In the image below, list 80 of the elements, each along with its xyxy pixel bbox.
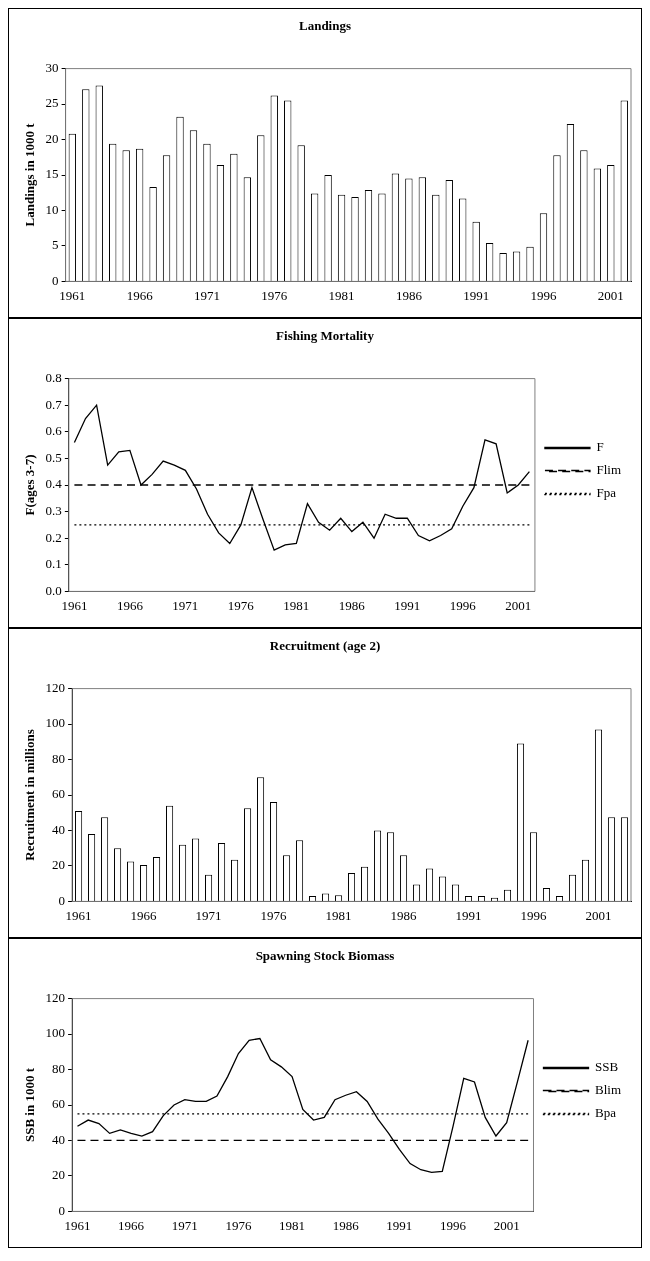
y-tick-label: 120 — [45, 990, 66, 1006]
y-tick-label: 0.8 — [45, 370, 62, 386]
x-tick-label: 1996 — [530, 287, 557, 303]
legend-label: Flim — [596, 462, 622, 478]
y-axis-title: Landings in 1000 t — [22, 122, 38, 227]
x-tick-label: 1971 — [171, 1217, 198, 1233]
y-tick-label: 0 — [52, 272, 59, 288]
x-tick-label: 1971 — [193, 287, 220, 303]
x-tick-label: 1981 — [283, 597, 310, 613]
y-tick-label: 120 — [45, 680, 66, 696]
x-tick-label: 1966 — [116, 597, 144, 613]
x-tick-label: 1981 — [325, 907, 352, 923]
x-tick-label: 2001 — [493, 1217, 520, 1233]
chart-title: Landings — [298, 18, 352, 34]
legend-label: Fpa — [596, 485, 617, 501]
x-tick-label: 2001 — [585, 907, 612, 923]
chart-title: Recruitment (age 2) — [269, 638, 381, 654]
y-tick-label: 80 — [52, 1060, 66, 1076]
x-tick-label: 2001 — [597, 287, 624, 303]
y-tick-label: 25 — [45, 95, 59, 111]
x-tick-label: 1966 — [118, 1217, 145, 1233]
x-tick-label: 1991 — [455, 907, 482, 923]
legend-label: SSB — [594, 1059, 619, 1075]
x-tick-label: 1991 — [394, 597, 421, 613]
x-tick-label: 1996 — [449, 597, 477, 613]
y-tick-label: 0.3 — [45, 503, 62, 519]
chart-title: Spawning Stock Biomass — [255, 948, 395, 964]
y-tick-label: 60 — [52, 786, 66, 802]
y-tick-label: 30 — [45, 60, 59, 76]
x-tick-label: 1996 — [440, 1217, 467, 1233]
y-tick-label: 5 — [52, 237, 59, 253]
x-tick-label: 1971 — [172, 597, 199, 613]
y-tick-label: 20 — [52, 857, 66, 873]
x-tick-label: 1986 — [332, 1217, 360, 1233]
x-tick-label: 1966 — [130, 907, 158, 923]
y-tick-label: 0 — [58, 1202, 66, 1218]
x-tick-label: 1961 — [59, 287, 86, 303]
x-tick-label: 1961 — [65, 907, 92, 923]
y-tick-label: 100 — [45, 1025, 66, 1041]
legend-label: Blim — [594, 1082, 622, 1098]
chart-title: Fishing Mortality — [276, 328, 375, 344]
legend-label: Bpa — [594, 1105, 617, 1121]
y-tick-label: 60 — [52, 1096, 66, 1112]
y-tick-label: 100 — [45, 715, 66, 731]
x-tick-label: 1981 — [279, 1217, 306, 1233]
x-tick-label: 1961 — [61, 597, 88, 613]
x-tick-label: 1986 — [395, 287, 423, 303]
y-tick-label: 0.5 — [45, 449, 62, 465]
x-tick-label: 1986 — [390, 907, 418, 923]
y-tick-label: 0 — [58, 892, 66, 908]
y-tick-label: 0.0 — [45, 582, 62, 598]
y-tick-label: 40 — [52, 1131, 66, 1147]
x-tick-label: 1961 — [64, 1217, 91, 1233]
y-tick-label: 20 — [45, 130, 59, 146]
y-tick-label: 0.7 — [45, 396, 63, 412]
y-tick-label: 15 — [45, 166, 59, 182]
x-tick-label: 1976 — [261, 287, 288, 303]
x-tick-label: 1991 — [463, 287, 490, 303]
x-tick-label: 1976 — [260, 907, 288, 923]
y-axis-title: Recruitment in millions — [22, 729, 38, 861]
x-tick-label: 1976 — [225, 1217, 252, 1233]
y-tick-label: 40 — [52, 821, 66, 837]
x-tick-label: 1971 — [195, 907, 222, 923]
y-tick-label: 80 — [52, 750, 66, 766]
y-tick-label: 10 — [45, 201, 59, 217]
y-tick-label: 0.1 — [45, 556, 62, 572]
y-tick-label: 20 — [52, 1167, 66, 1183]
x-tick-label: 1996 — [520, 907, 548, 923]
legend-label: F — [596, 439, 604, 455]
x-tick-label: 1991 — [386, 1217, 413, 1233]
y-axis-title: F(ages 3-7) — [22, 454, 38, 516]
x-tick-label: 1966 — [126, 287, 154, 303]
x-tick-label: 1976 — [227, 597, 255, 613]
y-tick-label: 0.2 — [45, 529, 62, 545]
x-tick-label: 2001 — [505, 597, 532, 613]
y-tick-label: 0.6 — [45, 423, 63, 439]
x-tick-label: 1981 — [328, 287, 355, 303]
x-tick-label: 1986 — [338, 597, 366, 613]
y-tick-label: 0.4 — [45, 476, 63, 492]
y-axis-title: SSB in 1000 t — [22, 1067, 38, 1143]
